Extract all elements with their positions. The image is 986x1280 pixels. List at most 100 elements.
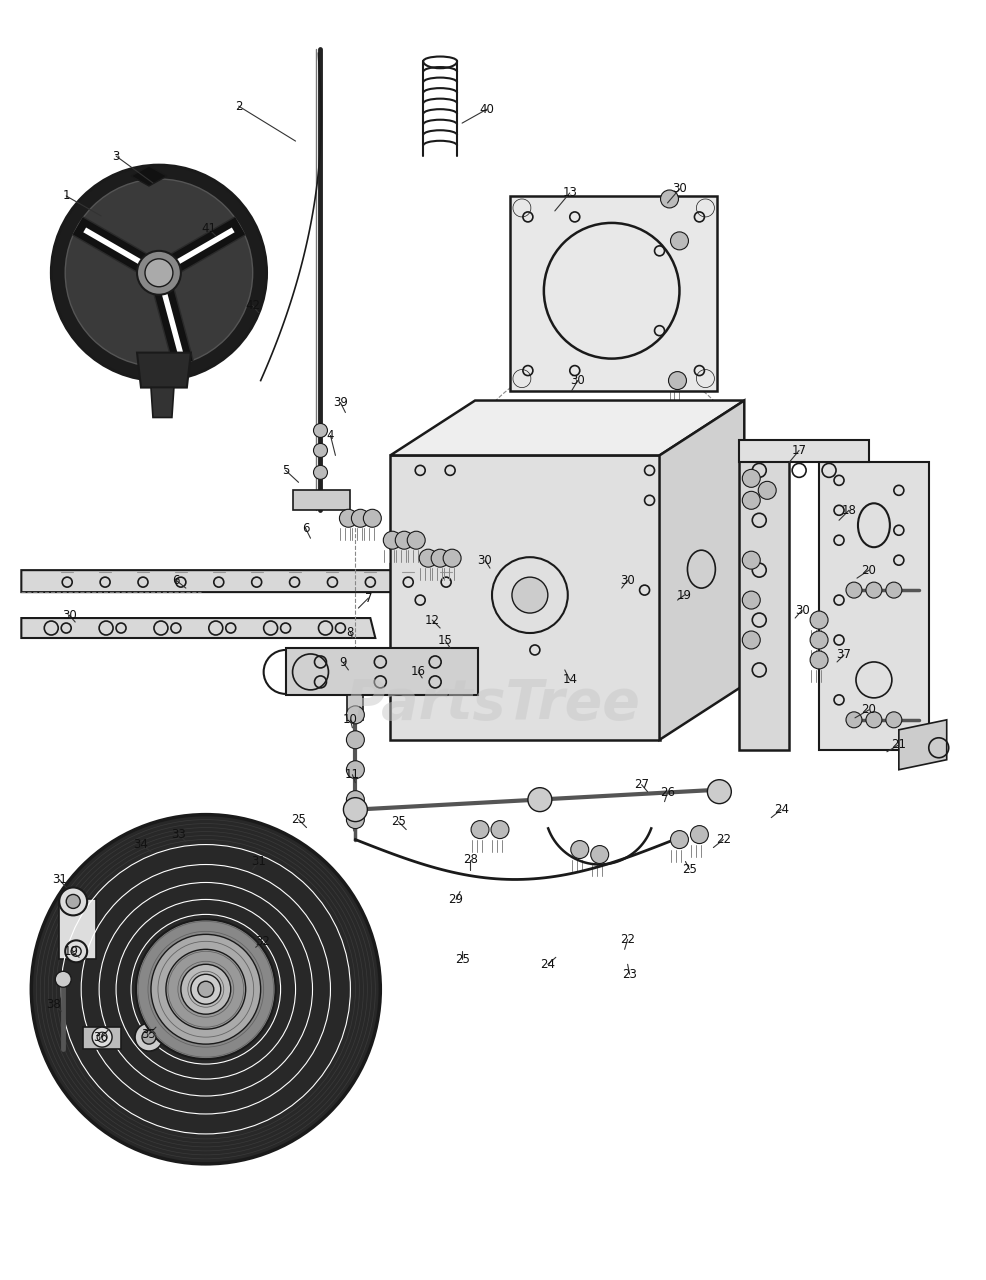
Text: 4: 4: [326, 429, 334, 442]
Text: 5: 5: [282, 463, 289, 477]
Text: 18: 18: [842, 504, 857, 517]
Circle shape: [32, 814, 381, 1164]
Circle shape: [66, 895, 80, 909]
Circle shape: [670, 232, 688, 250]
Circle shape: [661, 189, 678, 207]
Circle shape: [407, 531, 425, 549]
Text: 16: 16: [411, 666, 426, 678]
Circle shape: [166, 950, 246, 1029]
Polygon shape: [740, 440, 789, 750]
Text: 30: 30: [672, 183, 687, 196]
Polygon shape: [59, 900, 96, 959]
Circle shape: [742, 552, 760, 570]
Text: 11: 11: [345, 768, 360, 781]
Circle shape: [346, 760, 365, 778]
Text: 24: 24: [540, 957, 555, 970]
Polygon shape: [390, 456, 660, 740]
Circle shape: [395, 531, 413, 549]
Circle shape: [443, 549, 461, 567]
Text: 28: 28: [462, 852, 477, 867]
Circle shape: [690, 826, 708, 844]
Circle shape: [51, 165, 266, 380]
Circle shape: [669, 371, 686, 389]
Circle shape: [351, 509, 370, 527]
Circle shape: [314, 424, 327, 438]
Polygon shape: [286, 648, 478, 695]
Text: 24: 24: [774, 803, 789, 817]
Text: 20: 20: [862, 703, 877, 717]
Text: 30: 30: [477, 554, 492, 567]
Text: 29: 29: [449, 893, 463, 906]
Text: 25: 25: [291, 813, 306, 826]
Circle shape: [528, 787, 552, 812]
Circle shape: [136, 919, 276, 1059]
Text: 14: 14: [562, 673, 577, 686]
Text: 10: 10: [343, 713, 358, 726]
Polygon shape: [22, 570, 475, 593]
Text: 37: 37: [836, 649, 852, 662]
Text: 25: 25: [390, 815, 405, 828]
Text: 40: 40: [479, 102, 494, 115]
Circle shape: [471, 820, 489, 838]
Circle shape: [364, 509, 382, 527]
Text: 27: 27: [634, 778, 649, 791]
Text: 17: 17: [792, 444, 807, 457]
Circle shape: [339, 509, 357, 527]
Text: 38: 38: [46, 997, 60, 1011]
Circle shape: [670, 831, 688, 849]
Circle shape: [866, 582, 881, 598]
Circle shape: [346, 705, 365, 723]
Text: 34: 34: [133, 838, 149, 851]
Circle shape: [65, 941, 87, 963]
Circle shape: [491, 820, 509, 838]
Text: 42: 42: [246, 300, 260, 312]
Circle shape: [885, 582, 902, 598]
Circle shape: [742, 492, 760, 509]
Polygon shape: [510, 196, 718, 390]
Text: 22: 22: [716, 833, 731, 846]
Circle shape: [151, 934, 260, 1044]
Circle shape: [846, 712, 862, 728]
Text: 36: 36: [94, 1030, 108, 1043]
Circle shape: [346, 731, 365, 749]
Circle shape: [314, 466, 327, 479]
Text: 26: 26: [660, 786, 675, 799]
Text: 23: 23: [622, 968, 637, 980]
Circle shape: [92, 1027, 112, 1047]
Circle shape: [707, 780, 732, 804]
Circle shape: [571, 841, 589, 859]
Text: 8: 8: [347, 626, 354, 639]
Text: 25: 25: [682, 863, 697, 876]
Polygon shape: [83, 1027, 121, 1050]
Text: 7: 7: [365, 591, 372, 604]
Circle shape: [343, 797, 368, 822]
Circle shape: [512, 577, 548, 613]
Circle shape: [758, 481, 776, 499]
Polygon shape: [293, 490, 350, 511]
Text: 25: 25: [455, 952, 469, 966]
Circle shape: [180, 964, 231, 1014]
Text: 30: 30: [620, 573, 635, 586]
Text: 31: 31: [251, 855, 266, 868]
Circle shape: [810, 611, 828, 628]
Text: 31: 31: [52, 873, 67, 886]
Polygon shape: [660, 401, 744, 740]
Circle shape: [55, 972, 71, 987]
Circle shape: [885, 712, 902, 728]
Text: 19: 19: [677, 589, 692, 602]
Polygon shape: [390, 401, 744, 456]
Text: 30: 30: [795, 604, 810, 617]
Text: 39: 39: [333, 396, 348, 410]
Text: 3: 3: [112, 150, 119, 163]
Circle shape: [810, 652, 828, 669]
Text: 30: 30: [62, 608, 77, 622]
Text: 19: 19: [64, 945, 79, 957]
Circle shape: [431, 549, 450, 567]
Text: 22: 22: [620, 933, 635, 946]
Circle shape: [866, 712, 881, 728]
Text: 2: 2: [235, 100, 243, 113]
Circle shape: [742, 631, 760, 649]
Text: 32: 32: [255, 934, 270, 948]
Text: 30: 30: [570, 374, 585, 387]
Text: 33: 33: [172, 828, 186, 841]
